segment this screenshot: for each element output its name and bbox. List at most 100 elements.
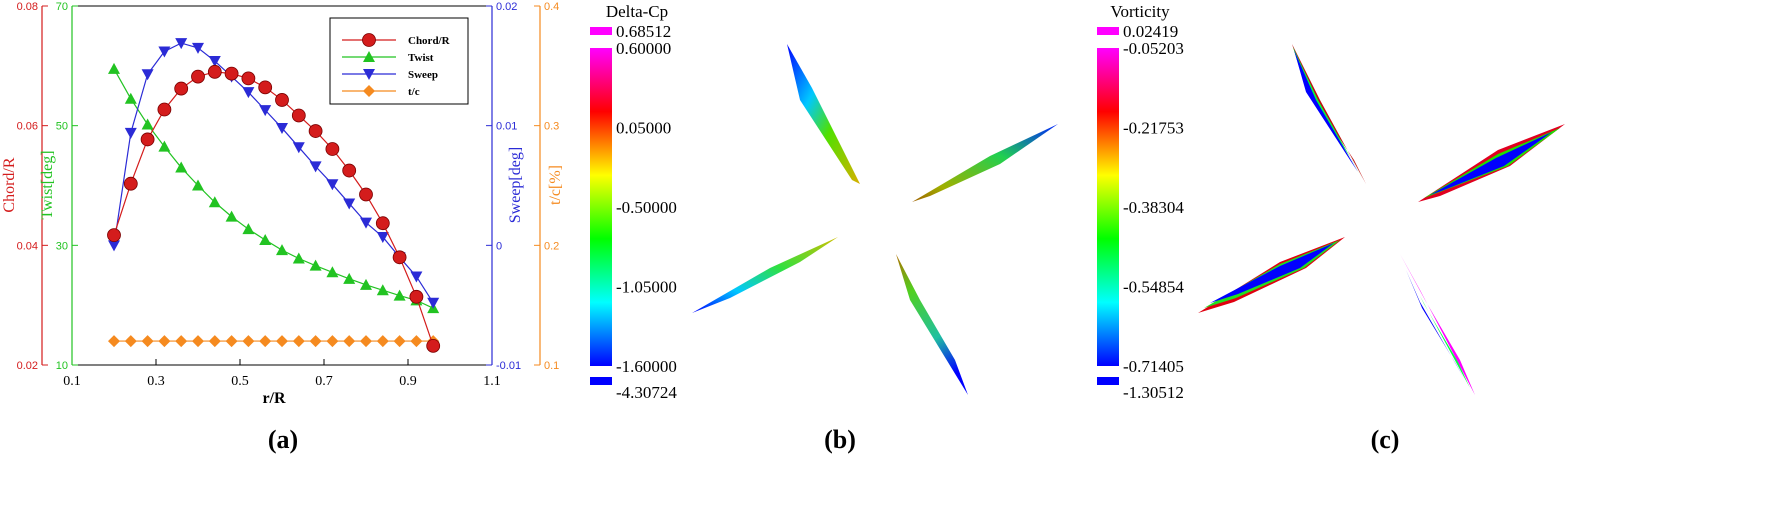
data-point-tc — [259, 335, 272, 348]
data-point-chord — [325, 142, 340, 156]
data-point-tc — [225, 335, 238, 348]
colorbar-c-min-label: -1.30512 — [1123, 383, 1184, 402]
data-point-chord — [426, 338, 441, 353]
legend-marker-tc — [363, 85, 375, 97]
data-point-tc — [108, 335, 120, 348]
blade-b-lower-right — [896, 254, 968, 395]
chord-axis-tick-label: 0.06 — [17, 121, 38, 133]
sweep-axis-tick-label: -0.01 — [496, 360, 521, 372]
colorbar-tick-label: -0.71405 — [1123, 357, 1184, 376]
legend-box — [329, 17, 469, 105]
series-tc — [108, 335, 440, 348]
data-point-chord — [140, 132, 155, 147]
tc-axis-tick-label: 0.1 — [544, 360, 559, 372]
data-point-tc — [393, 335, 406, 348]
blade-c-upper-right — [1418, 124, 1565, 202]
x-tick-label: 0.5 — [231, 374, 249, 389]
data-point-sweep — [108, 240, 120, 252]
data-point-twist — [259, 233, 272, 245]
data-point-chord — [191, 69, 205, 84]
data-point-tc — [360, 335, 372, 348]
data-point-chord — [375, 216, 390, 231]
data-point-sweep — [158, 46, 171, 58]
data-point-twist — [393, 289, 406, 301]
x-tick-label: 0.3 — [147, 374, 165, 389]
colorbar-tick-label: -1.60000 — [616, 357, 677, 376]
x-tick-label: 0.7 — [315, 374, 333, 389]
panel-c-label: (c) — [1371, 425, 1400, 454]
data-point-tc — [309, 335, 322, 348]
tc-axis-tick-label: 0.2 — [544, 240, 559, 252]
legend-marker-chord — [362, 33, 376, 47]
colorbar-b-max-swatch — [590, 27, 612, 35]
chord-axis-tick-label: 0.04 — [17, 240, 38, 252]
data-point-sweep — [175, 38, 188, 50]
x-tick-label: 0.1 — [63, 374, 81, 389]
data-point-sweep — [360, 217, 372, 229]
data-point-chord — [123, 176, 138, 191]
data-point-sweep — [208, 56, 221, 68]
sweep-axis-label: Sweep[deg] — [507, 147, 524, 223]
data-point-chord — [258, 80, 273, 95]
data-point-chord — [157, 102, 172, 117]
data-point-chord — [342, 163, 357, 178]
colorbar-b-ticks: 0.60000 0.05000 -0.50000 -1.05000 -1.60000 — [616, 39, 677, 376]
blade-b-upper-left — [787, 44, 860, 184]
x-axis-label: r/R — [262, 390, 286, 407]
colorbar-tick-label: -0.21753 — [1123, 118, 1184, 137]
colorbar-tick-label: -0.38304 — [1123, 198, 1184, 217]
data-point-tc — [192, 335, 204, 348]
colorbar-c-max-swatch — [1097, 27, 1119, 35]
data-point-sweep — [192, 42, 204, 54]
data-point-twist — [208, 196, 221, 208]
blade-c-lower-left — [1198, 237, 1345, 313]
colorbar-b-title: Delta-Cp — [606, 2, 668, 21]
data-point-sweep — [376, 231, 389, 243]
data-point-tc — [141, 335, 154, 348]
blade-c-upper-left — [1292, 44, 1366, 184]
sweep-axis-tick-label: 0.01 — [496, 121, 517, 133]
data-point-chord — [359, 187, 373, 202]
chord-axis-tick-label: 0.02 — [17, 360, 38, 372]
colorbar-tick-label: -0.50000 — [616, 198, 677, 217]
data-point-twist — [225, 210, 238, 222]
twist-axis-tick-label: 10 — [56, 360, 68, 372]
data-point-twist — [276, 244, 288, 256]
data-point-sweep — [259, 105, 272, 117]
panel-b-label: (b) — [824, 425, 856, 454]
panel-b-delta-cp: Delta-Cp 0.68512 0.60000 0.05000 -0.50000 -… — [590, 2, 1058, 454]
blade-c-lower-right — [1400, 254, 1475, 395]
legend-marker-twist — [363, 51, 375, 62]
data-point-sweep — [427, 297, 440, 309]
data-point-chord — [107, 228, 121, 243]
legend-label-chord: Chord/R — [408, 35, 451, 47]
colorbar-b-min-swatch — [590, 377, 612, 385]
tc-axis-label: t/c[%] — [547, 165, 564, 205]
colorbar-tick-label: -1.05000 — [616, 278, 677, 297]
colorbar-tick-label: 0.60000 — [616, 39, 671, 58]
data-point-sweep — [292, 142, 305, 154]
panel-a-label: (a) — [268, 425, 298, 454]
data-point-tc — [242, 335, 255, 348]
data-point-twist — [292, 252, 305, 264]
data-point-sweep — [141, 69, 154, 81]
colorbar-b-max-label: 0.68512 — [616, 22, 671, 41]
data-point-twist — [108, 62, 120, 74]
data-point-tc — [292, 335, 305, 348]
colorbar-c — [1097, 48, 1119, 366]
sweep-axis-tick-label: 0 — [496, 240, 502, 252]
panel-a-chart: 0.1 0.3 0.5 0.7 0.9 1.1 r/R 0.02 0.04 0.06 0.08 Cho… — [1, 1, 564, 454]
data-point-chord — [308, 124, 323, 138]
data-point-twist — [158, 140, 171, 152]
colorbar-b — [590, 48, 612, 366]
colorbar-c-min-swatch — [1097, 377, 1119, 385]
data-point-chord — [207, 64, 222, 79]
data-point-sweep — [326, 179, 339, 191]
colorbar-c-max-label: 0.02419 — [1123, 22, 1178, 41]
data-point-chord — [275, 93, 289, 107]
colorbar-tick-label: 0.05000 — [616, 119, 671, 138]
chord-axis-label: Chord/R — [1, 157, 18, 212]
data-point-sweep — [410, 271, 423, 283]
data-point-sweep — [276, 123, 288, 135]
series-chord — [107, 64, 441, 353]
